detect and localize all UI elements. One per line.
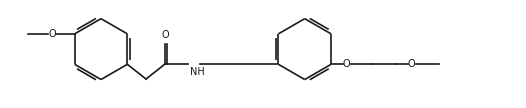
Text: O: O [162, 30, 169, 40]
Text: O: O [49, 29, 56, 39]
Text: O: O [343, 59, 351, 69]
Text: O: O [408, 59, 416, 69]
Text: NH: NH [190, 67, 205, 77]
